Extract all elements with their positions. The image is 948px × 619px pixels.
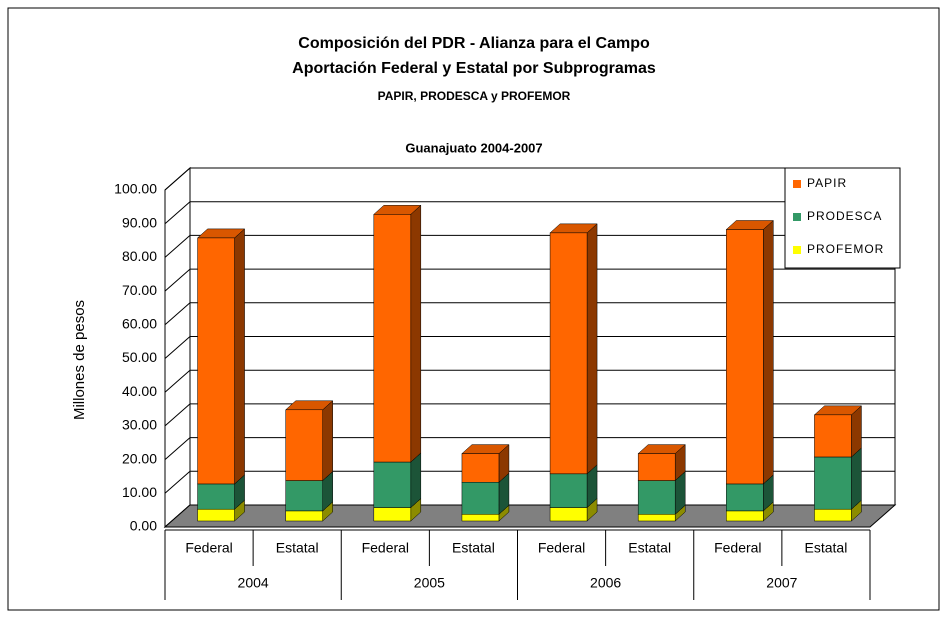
- bar-side: [763, 219, 774, 485]
- bar-side: [322, 400, 333, 482]
- bar: [637, 453, 676, 481]
- bar: [549, 507, 588, 522]
- y-tick-label: 80.00: [122, 248, 157, 264]
- bar-side: [410, 204, 422, 463]
- bar: [197, 237, 235, 485]
- bar: [549, 473, 588, 508]
- plot-title: Guanajuato 2004-2007: [405, 140, 542, 155]
- y-tick-label: 0.00: [130, 518, 157, 534]
- grid-line: [164, 167, 895, 191]
- chart-subtitle2: PAPIR, PRODESCA y PROFEMOR: [378, 89, 571, 103]
- y-tick-label: 70.00: [122, 282, 157, 298]
- y-axis-label: Millones de pesos: [71, 300, 88, 420]
- group-label: 2005: [414, 575, 445, 591]
- y-tick-label: 30.00: [122, 417, 157, 433]
- bar: [197, 508, 235, 522]
- legend-label: PRODESCA: [807, 209, 882, 223]
- x-tick-label: Estatal: [628, 540, 671, 556]
- legend-label: PROFEMOR: [807, 242, 884, 256]
- x-tick-label: Estatal: [805, 540, 848, 556]
- group-label: 2006: [590, 575, 621, 591]
- y-tick-label: 50.00: [122, 349, 157, 365]
- y-tick-label: 10.00: [122, 484, 157, 500]
- legend-swatch: [793, 213, 801, 221]
- grid-line: [164, 437, 895, 460]
- x-tick-label: Estatal: [276, 540, 319, 556]
- y-tick-label: 90.00: [122, 214, 157, 230]
- x-tick-label: Estatal: [452, 540, 495, 556]
- bar: [549, 232, 588, 475]
- x-tick-label: Federal: [185, 540, 232, 556]
- bar: [285, 480, 323, 512]
- bar: [461, 514, 500, 522]
- floor: [163, 504, 897, 528]
- bar-side: [851, 447, 862, 510]
- legend-swatch: [793, 180, 801, 188]
- legend-box: [784, 167, 901, 269]
- grid-line: [164, 403, 895, 427]
- bar: [637, 514, 676, 522]
- chart-subtitle: Aportación Federal y Estatal por Subprog…: [292, 60, 656, 77]
- grid-line: [164, 234, 895, 258]
- bar: [373, 507, 412, 522]
- bar: [726, 510, 764, 522]
- bar: [373, 461, 412, 508]
- bar: [373, 214, 412, 463]
- bar: [814, 456, 852, 510]
- bar: [637, 480, 676, 515]
- bar: [285, 409, 323, 481]
- grid-line: [164, 268, 895, 292]
- bar-side: [234, 228, 245, 485]
- x-tick-label: Federal: [538, 540, 585, 556]
- y-tick-label: 40.00: [122, 383, 157, 399]
- grid-line: [164, 336, 895, 359]
- bar: [461, 481, 500, 515]
- group-label: 2007: [766, 575, 797, 591]
- bar: [726, 229, 764, 485]
- grid-line: [164, 302, 895, 326]
- chart-title: Composición del PDR - Alianza para el Ca…: [298, 35, 650, 52]
- bar: [285, 510, 323, 522]
- bar: [814, 508, 852, 522]
- y-tick-label: 100.00: [114, 181, 157, 197]
- legend-swatch: [793, 246, 801, 254]
- x-tick-label: Federal: [362, 540, 409, 556]
- bar: [461, 453, 500, 483]
- y-tick-label: 20.00: [122, 450, 157, 466]
- bar: [726, 483, 764, 512]
- x-tick-label: Federal: [714, 540, 761, 556]
- legend-label: PAPIR: [807, 176, 847, 190]
- bar: [814, 414, 852, 458]
- bar: [197, 483, 235, 510]
- bar-side: [410, 452, 422, 509]
- group-label: 2004: [238, 575, 269, 591]
- bar-side: [586, 223, 598, 475]
- grid-line: [164, 369, 895, 393]
- y-tick-label: 60.00: [122, 316, 157, 332]
- grid-line: [164, 201, 895, 225]
